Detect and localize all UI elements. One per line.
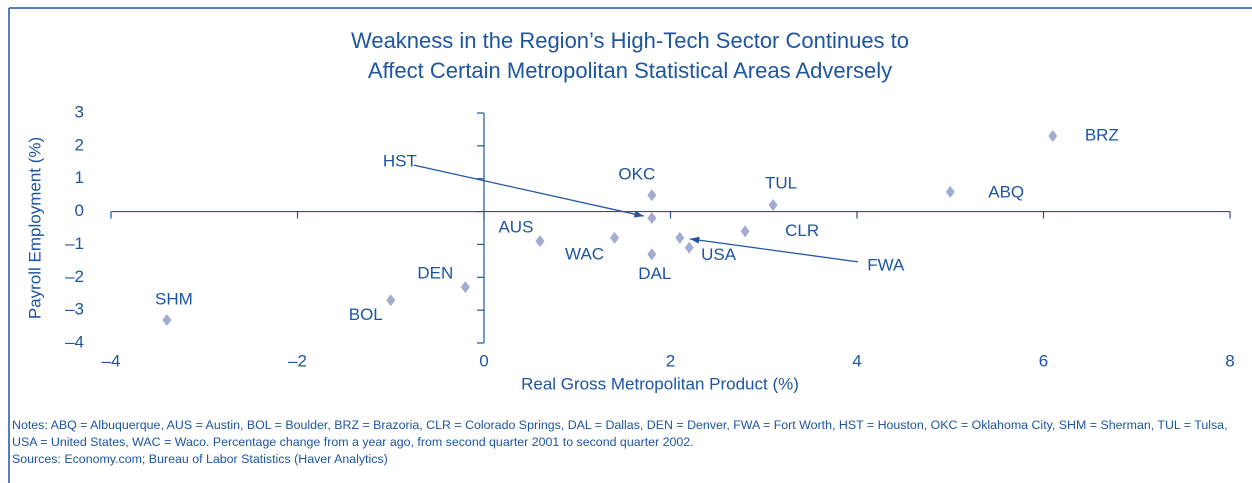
point-label: WAC	[565, 244, 604, 263]
chart-title: Weakness in the Region’s High-Tech Secto…	[351, 28, 909, 53]
point-label: TUL	[765, 173, 797, 192]
point-label: ABQ	[988, 182, 1024, 201]
x-tick-label: 6	[1039, 351, 1048, 370]
chart-title: Affect Certain Metropolitan Statistical …	[368, 58, 892, 83]
x-tick-label: –2	[288, 351, 307, 370]
y-tick-label: –3	[65, 300, 84, 319]
point-label: AUS	[498, 218, 533, 237]
arrow-head	[689, 236, 700, 244]
point	[647, 189, 657, 202]
y-tick-label: 2	[75, 135, 84, 154]
point-label: HST	[383, 152, 417, 171]
point-label: OKC	[618, 165, 655, 184]
y-tick-label: –4	[65, 332, 84, 351]
point-label: BOL	[349, 305, 383, 324]
point-label: DEN	[417, 264, 453, 283]
point-label: USA	[701, 245, 737, 264]
sources-text: Sources: Economy.com; Bureau of Labor St…	[12, 452, 388, 466]
point	[610, 231, 620, 244]
point	[768, 199, 778, 211]
point-label: BRZ	[1085, 125, 1119, 144]
x-tick-label: 2	[666, 351, 675, 370]
x-tick-label: 8	[1225, 351, 1234, 370]
y-tick-label: 1	[75, 168, 84, 187]
notes-text: Notes: ABQ = Albuquerque, AUS = Austin, …	[12, 418, 1228, 449]
point	[945, 185, 955, 198]
callout-arrow	[689, 238, 858, 263]
point	[647, 248, 657, 261]
point	[535, 235, 545, 248]
point	[675, 231, 685, 244]
point-label: FWA	[867, 255, 905, 274]
arrow-head	[633, 210, 644, 218]
notes: Notes: ABQ = Albuquerque, AUS = Austin, …	[12, 417, 1248, 468]
point	[162, 314, 172, 326]
x-tick-label: –4	[102, 351, 121, 370]
y-axis-label: Payroll Employment (%)	[25, 137, 44, 319]
x-axis-label: Real Gross Metropolitan Product (%)	[521, 374, 799, 393]
point	[684, 241, 694, 254]
point-label: CLR	[785, 221, 819, 240]
x-tick-label: 0	[479, 351, 488, 370]
y-tick-label: 3	[75, 102, 84, 121]
y-tick-label: –1	[65, 234, 84, 253]
point	[1048, 130, 1058, 142]
point-label: DAL	[638, 264, 671, 283]
point	[647, 212, 657, 225]
y-tick-label: –2	[65, 267, 84, 286]
point	[386, 294, 396, 307]
x-tick-label: 4	[852, 351, 861, 370]
point	[460, 281, 470, 294]
point	[740, 225, 750, 238]
callout-arrow	[413, 164, 644, 217]
y-tick-label: 0	[75, 201, 84, 220]
point-label: SHM	[155, 289, 193, 308]
